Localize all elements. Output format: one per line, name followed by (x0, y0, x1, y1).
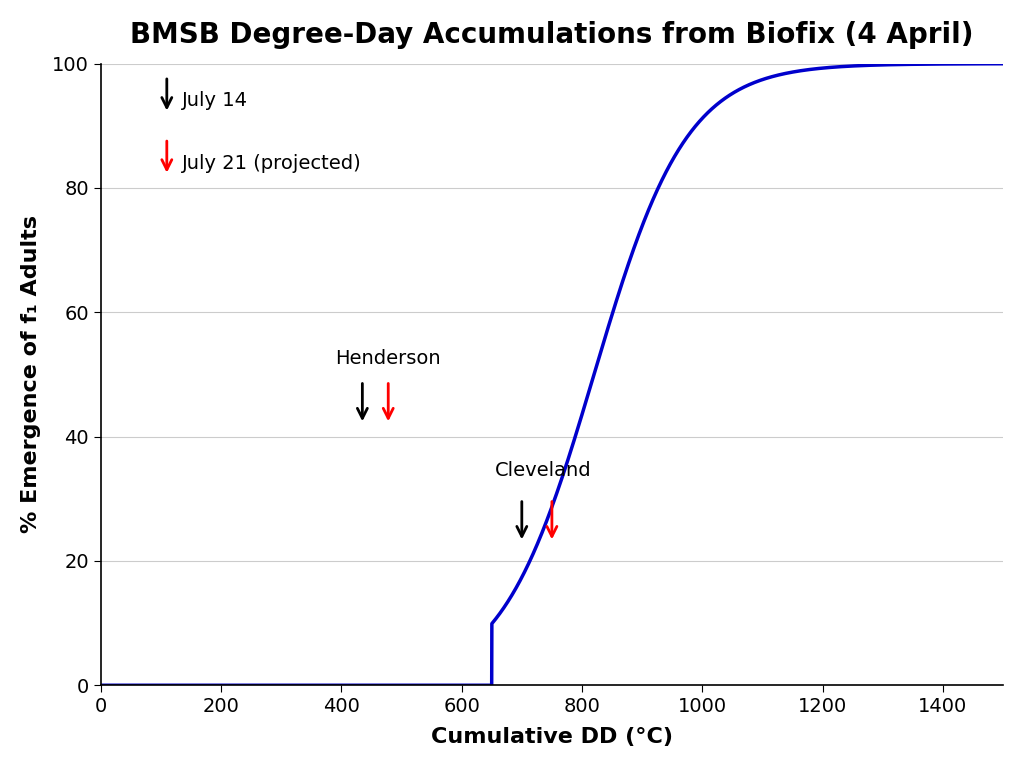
Text: July 14: July 14 (182, 91, 248, 111)
Y-axis label: % Emergence of f₁ Adults: % Emergence of f₁ Adults (20, 216, 41, 534)
Title: BMSB Degree-Day Accumulations from Biofix (4 April): BMSB Degree-Day Accumulations from Biofi… (130, 21, 974, 49)
Text: Cleveland: Cleveland (495, 461, 591, 480)
Text: July 21 (projected): July 21 (projected) (182, 154, 361, 173)
Text: Henderson: Henderson (335, 349, 441, 368)
X-axis label: Cumulative DD (°C): Cumulative DD (°C) (431, 727, 673, 747)
